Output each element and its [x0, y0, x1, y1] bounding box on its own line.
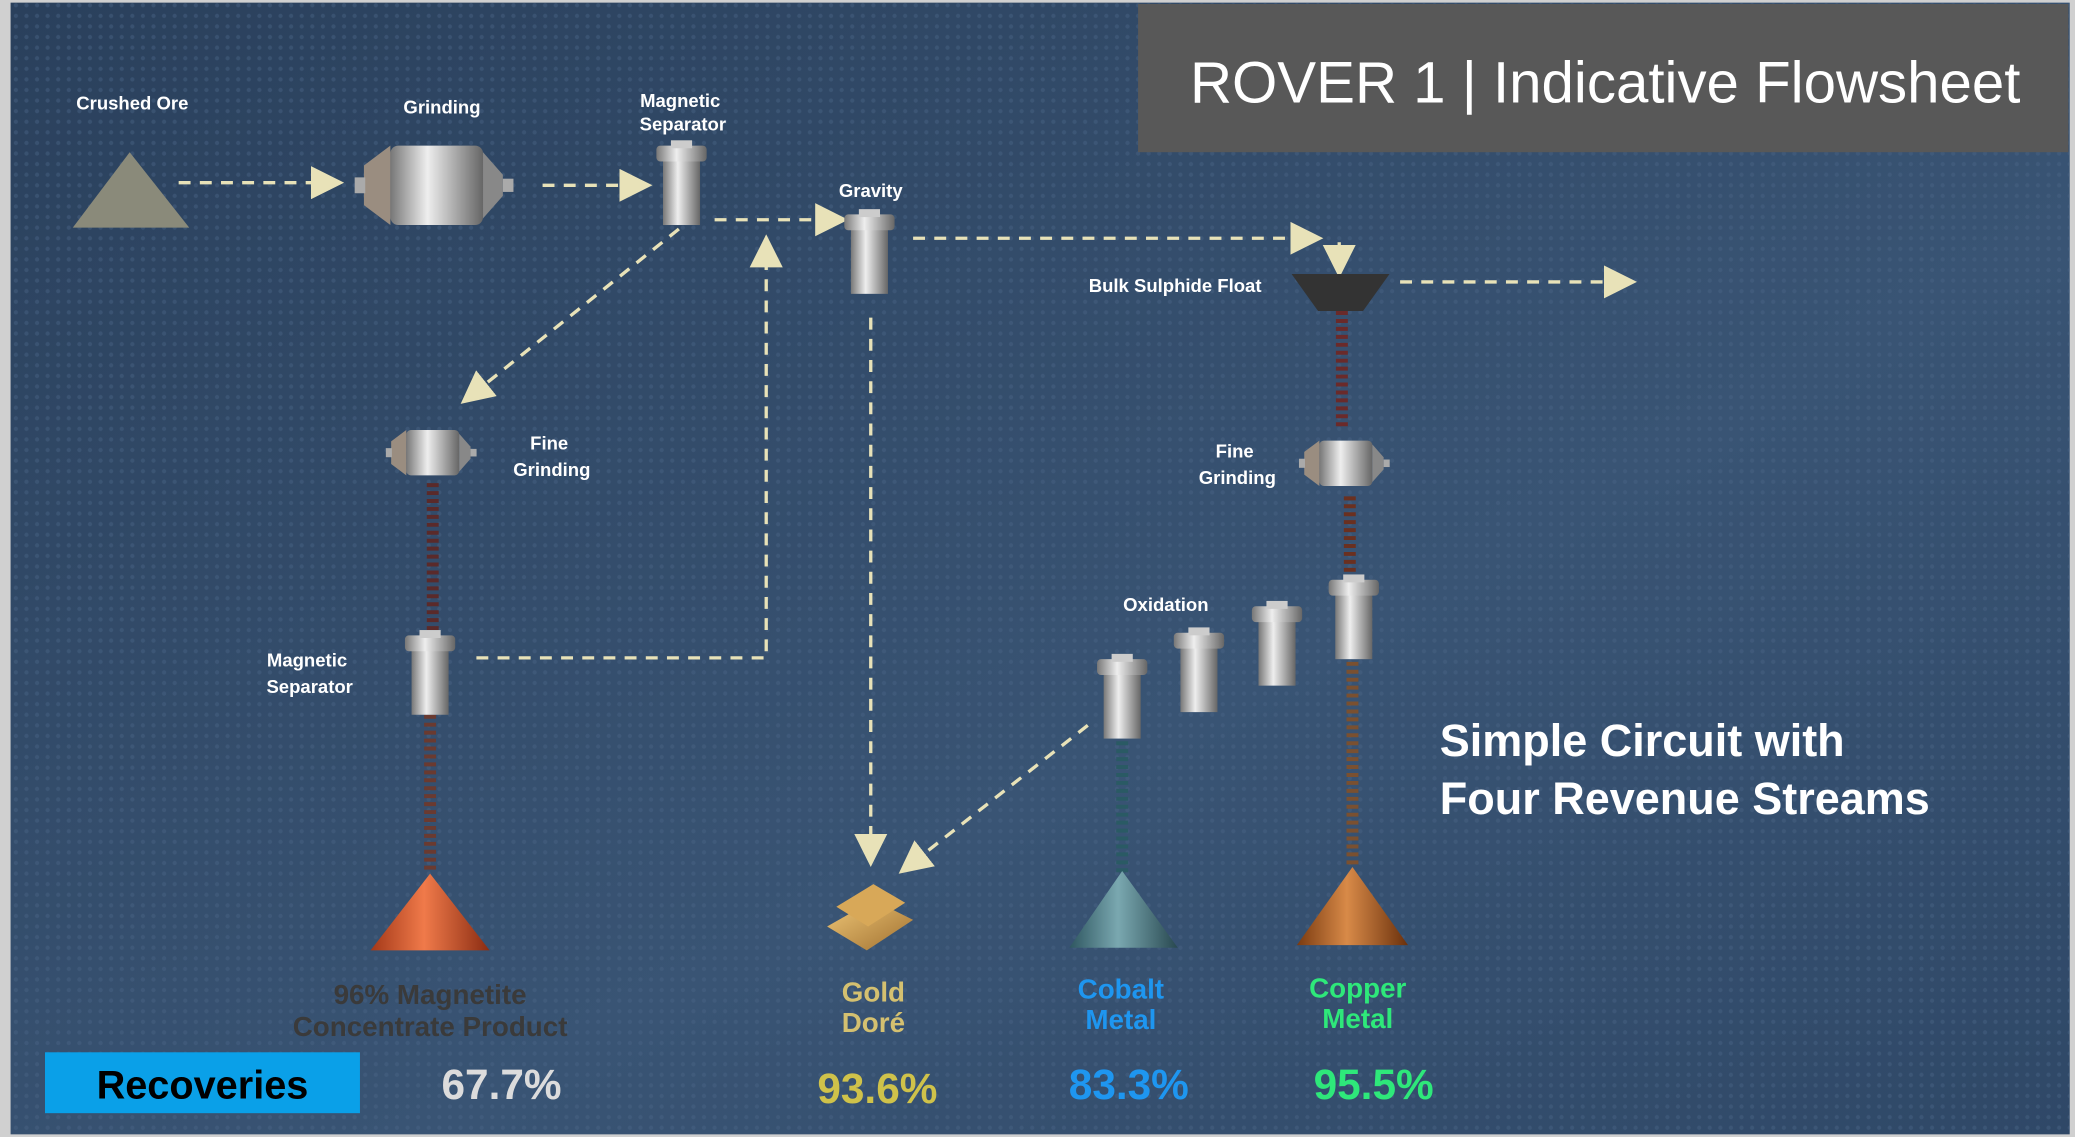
- separator: [656, 140, 707, 226]
- gold-bars: [827, 884, 914, 951]
- node-label: Fine: [530, 433, 568, 454]
- arrows: [178, 166, 1637, 874]
- node-label: Bulk Sulphide Float: [1089, 275, 1262, 296]
- separator: [1251, 600, 1303, 686]
- separator: [404, 630, 456, 715]
- product-labels: 96% Magnetite Concentrate Product Gold D…: [293, 972, 1407, 1041]
- node-label: Grinding: [1199, 467, 1276, 488]
- node-labels: Crushed Ore Grinding Magnetic Separator …: [76, 90, 1276, 697]
- node-label: Oxidation: [1123, 594, 1208, 615]
- node-label: Grinding: [513, 459, 590, 480]
- texture: [10, 2, 2070, 1135]
- node-label: Fine: [1216, 441, 1254, 462]
- product-label: Metal: [1322, 1003, 1393, 1034]
- product-label: Doré: [842, 1007, 905, 1038]
- node-label: Separator: [640, 114, 726, 135]
- recovery-value: 95.5%: [1314, 1061, 1434, 1108]
- separator: [1328, 574, 1379, 660]
- float-cell: [1291, 273, 1390, 312]
- recoveries-label: Recoveries: [97, 1064, 309, 1108]
- cobalt-cone: [1069, 870, 1178, 948]
- magnetite-cone: [370, 873, 490, 951]
- node-label: Grinding: [403, 96, 480, 117]
- title: ROVER 1 | Indicative Flowsheet: [1190, 51, 2020, 116]
- node-label: Gravity: [839, 180, 904, 201]
- title-box: [1138, 3, 2069, 153]
- subtitle: Simple Circuit with: [1440, 715, 1845, 766]
- separator: [1097, 653, 1148, 739]
- product-label: Cobalt: [1078, 974, 1164, 1005]
- product-label: 96% Magnetite: [334, 979, 527, 1010]
- recovery-value: 83.3%: [1069, 1061, 1189, 1108]
- product-label: Gold: [842, 976, 905, 1007]
- separator: [844, 209, 895, 294]
- streams: [424, 311, 1359, 874]
- subtitle: Four Revenue Streams: [1440, 773, 1930, 824]
- node-label: Magnetic: [640, 90, 720, 111]
- recovery-value: 67.7%: [442, 1061, 562, 1108]
- node-label: Crushed Ore: [76, 92, 188, 113]
- recovery-values: 67.7% 93.6% 83.3% 95.5%: [442, 1061, 1434, 1112]
- separator: [1173, 627, 1225, 713]
- copper-cone: [1296, 866, 1409, 946]
- product-label: Metal: [1085, 1004, 1156, 1035]
- product-label: Concentrate Product: [293, 1011, 568, 1042]
- ore-pile: [72, 152, 190, 228]
- product-label: Copper: [1309, 972, 1406, 1003]
- node-label: Magnetic: [267, 650, 347, 671]
- recoveries-box: [44, 1052, 360, 1114]
- node-label: Separator: [266, 676, 352, 697]
- recovery-value: 93.6%: [817, 1065, 937, 1112]
